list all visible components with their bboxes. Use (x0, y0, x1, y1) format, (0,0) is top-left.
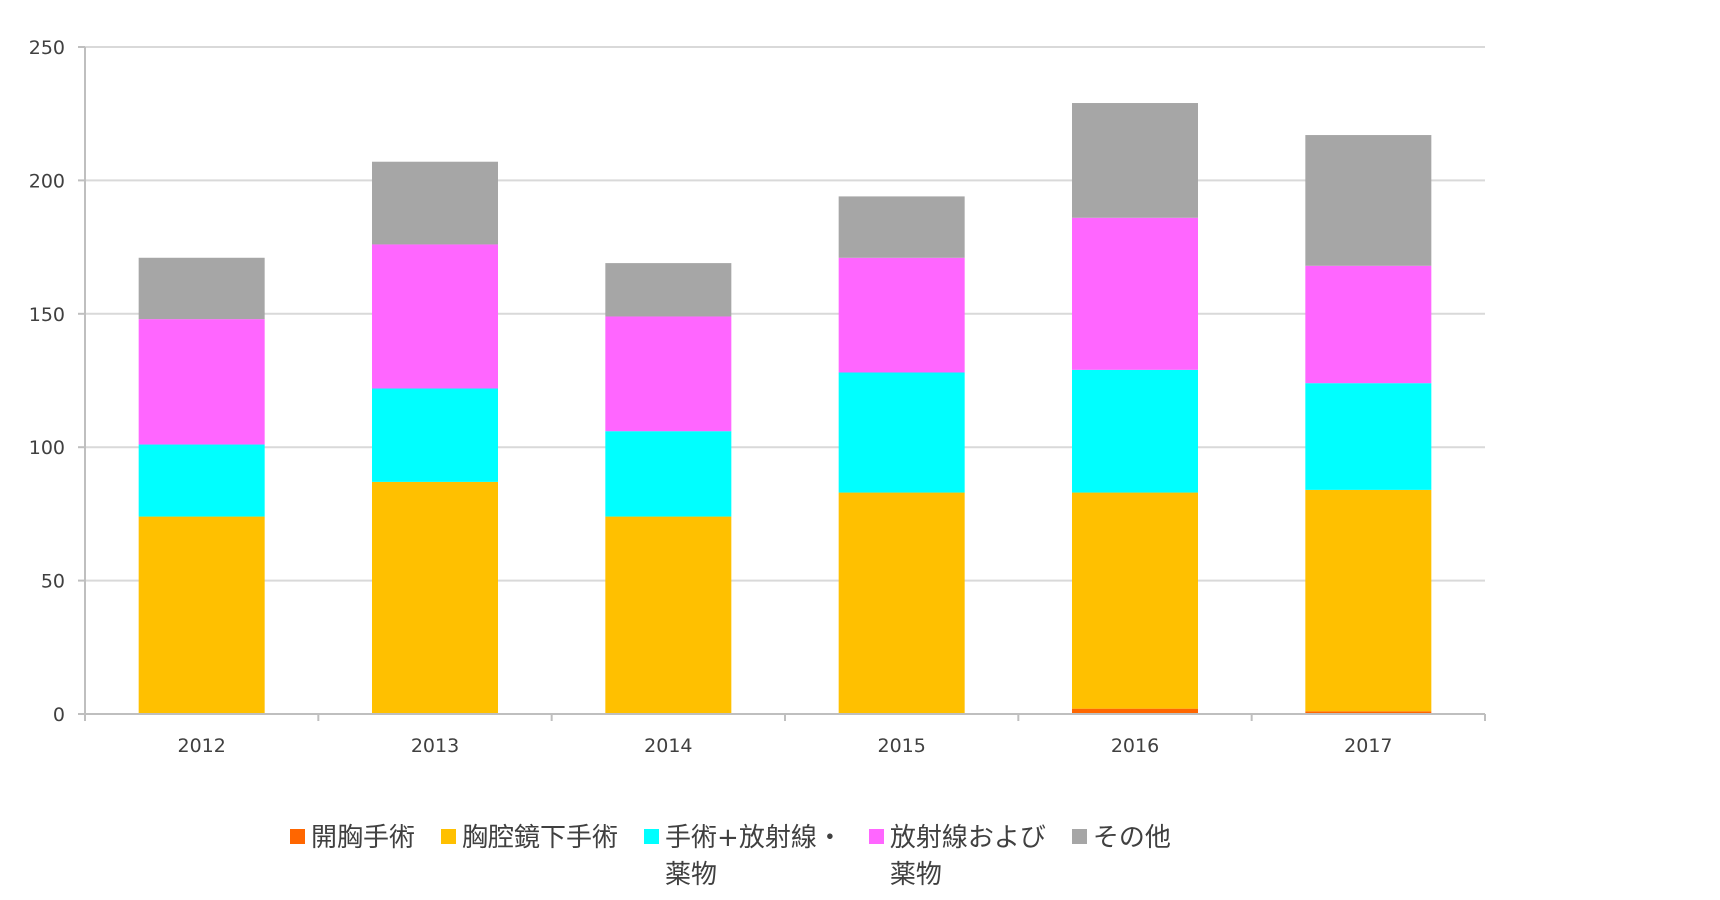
bar-segment-2014-s3 (605, 316, 732, 432)
bar-segment-2012-s2 (138, 444, 265, 517)
bar-segments (138, 103, 1432, 714)
bar-segment-2016-s2 (1072, 369, 1198, 493)
legend-label: 手術+放射線・ 薬物 (665, 823, 843, 890)
legend-item-3: 放射線および 薬物 (868, 820, 1046, 894)
legend-swatch (290, 829, 305, 844)
bar-segment-2014-s2 (605, 431, 732, 517)
bar-segment-2017-s1 (1305, 489, 1432, 712)
bar-segment-2013-s4 (372, 161, 498, 245)
bar-segment-2016-s3 (1072, 217, 1198, 370)
y-tick-label-250: 250 (29, 37, 65, 59)
bar-segment-2012-s3 (138, 319, 265, 445)
bar-segment-2014-s4 (605, 263, 732, 317)
bar-segment-2013-s2 (372, 388, 498, 482)
y-tick-label-100: 100 (29, 437, 65, 459)
legend-label: 開胸手術 (311, 823, 416, 853)
legend-swatch (644, 829, 660, 844)
legend-item-0: 開胸手術 (290, 820, 415, 857)
y-tick-label-50: 50 (41, 571, 65, 593)
bar-segment-2016-s1 (1072, 492, 1198, 709)
y-tick-label-150: 150 (29, 304, 65, 326)
y-axis-tick-labels: 0 50 100 150 200 250 (29, 37, 65, 726)
x-tick-label-2016: 2016 (1111, 735, 1159, 757)
legend-item-4: その他 (1071, 820, 1171, 857)
bar-segment-2013-s1 (372, 481, 498, 714)
axes (78, 46, 1486, 721)
bar-segment-2012-s4 (138, 257, 265, 320)
bar-segment-2013-s3 (372, 244, 498, 389)
legend-item-2: 手術+放射線・ 薬物 (644, 820, 843, 894)
legend-swatch (441, 829, 457, 844)
legend-item-1: 胸腔鏡下手術 (441, 820, 618, 857)
bar-segment-2017-s0 (1305, 711, 1432, 714)
legend-label: 胸腔鏡下手術 (462, 823, 619, 853)
x-axis-tick-labels: 2012 2013 2014 2015 2016 2017 (177, 735, 1392, 757)
y-tick-label-0: 0 (53, 704, 65, 726)
gridlines (85, 46, 1485, 582)
bar-segment-2015-s4 (838, 196, 965, 258)
bar-segment-2017-s2 (1305, 383, 1432, 490)
bar-segment-2016-s0 (1072, 708, 1198, 714)
bar-segment-2017-s4 (1305, 135, 1432, 266)
legend-label: その他 (1092, 823, 1171, 853)
bar-segment-2012-s1 (138, 516, 265, 714)
bar-segment-2015-s2 (838, 372, 965, 493)
x-tick-label-2014: 2014 (644, 735, 692, 757)
y-tick-label-200: 200 (29, 170, 65, 192)
bar-segment-2017-s3 (1305, 265, 1432, 384)
legend: 開胸手術 胸腔鏡下手術 手術+放射線・ 薬物 放射線および 薬物 その他 (290, 820, 1197, 894)
bar-segment-2014-s1 (605, 516, 732, 714)
bar-segment-2016-s4 (1072, 103, 1198, 218)
legend-swatch (868, 829, 884, 844)
legend-label: 放射線および 薬物 (889, 823, 1046, 890)
legend-swatch (1071, 829, 1087, 844)
x-tick-label-2013: 2013 (411, 735, 459, 757)
x-tick-label-2017: 2017 (1344, 735, 1392, 757)
x-tick-label-2015: 2015 (877, 735, 925, 757)
x-tick-label-2012: 2012 (177, 735, 225, 757)
bar-segment-2015-s3 (838, 257, 965, 373)
bar-segment-2015-s1 (838, 492, 965, 714)
